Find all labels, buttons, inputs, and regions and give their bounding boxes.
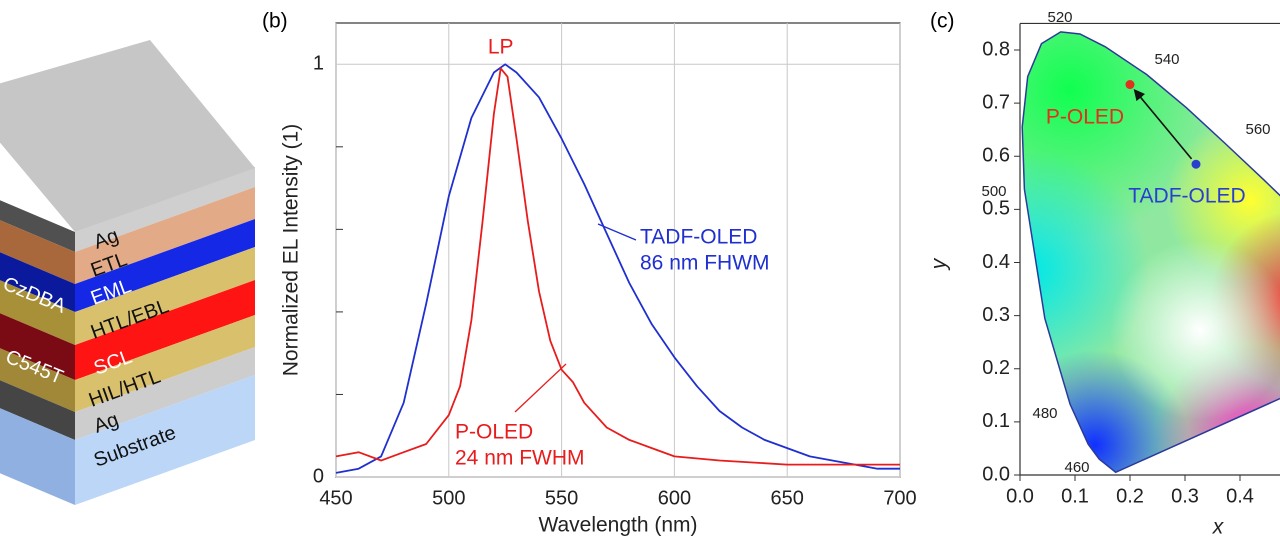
layer-left-face — [0, 252, 75, 312]
locus-label: 460 — [1064, 459, 1089, 476]
point-label: TADF-OLED — [1128, 185, 1245, 208]
plot-frame — [335, 22, 901, 478]
layer-left-face — [0, 380, 75, 440]
fwhm-label: 86 nm FHWM — [640, 252, 770, 275]
y-tick-label: 0.1 — [982, 410, 1010, 432]
peak-label: LP — [488, 36, 514, 59]
layer-right-face — [75, 315, 255, 412]
series-label: P-OLED — [455, 421, 533, 444]
layer-left-face — [0, 313, 75, 380]
x-tick-label: 550 — [545, 487, 578, 509]
y-tick-label: 0.0 — [982, 463, 1010, 485]
x-tick-label: 0.3 — [1171, 485, 1199, 507]
locus-label: 480 — [1032, 405, 1057, 422]
point-label: P-OLED — [1046, 106, 1124, 129]
fwhm-label: 24 nm FWHM — [455, 447, 585, 470]
layer-right-face — [75, 347, 255, 440]
x-tick-label: 600 — [658, 487, 691, 509]
layer-left-face — [0, 348, 75, 412]
layer-right-face — [75, 219, 255, 312]
locus-label: 500 — [981, 183, 1006, 200]
layer-left-face — [0, 220, 75, 284]
x-tick-label: 0.1 — [1061, 485, 1089, 507]
layer-right-face — [75, 247, 255, 345]
locus-label: 520 — [1047, 9, 1072, 26]
y-tick-label: 0.4 — [982, 251, 1010, 273]
x-axis-title: Wavelength (nm) — [538, 514, 697, 537]
x-tick-label: 700 — [883, 487, 916, 509]
layer-left-face — [0, 280, 75, 345]
y-axis-title: Normalized EL Intensity (1) — [280, 124, 303, 376]
color-point — [1191, 159, 1201, 169]
panel-label: (b) — [262, 10, 288, 33]
x-tick-label: 500 — [432, 487, 465, 509]
locus-label: 560 — [1245, 121, 1270, 138]
locus-label: 540 — [1154, 51, 1179, 68]
y-tick-label: 0.7 — [982, 91, 1010, 113]
y-tick-label: 0.2 — [982, 357, 1010, 379]
top-face — [0, 40, 255, 232]
x-tick-label: 0.4 — [1226, 485, 1254, 507]
x-axis-title: x — [1212, 516, 1225, 539]
panel-label: (c) — [930, 10, 955, 33]
y-tick-label: 0.5 — [982, 198, 1010, 220]
x-tick-label: 450 — [319, 487, 352, 509]
layer-right-face — [75, 375, 255, 505]
x-tick-label: 0.2 — [1116, 485, 1144, 507]
layer-right-face — [75, 167, 255, 252]
y-axis-title: y — [928, 257, 951, 271]
series-label: TADF-OLED — [640, 226, 757, 249]
layer-left-face — [0, 408, 75, 505]
leader-line — [597, 223, 637, 241]
layer-left-face — [0, 200, 75, 252]
y-tick-label: 0.6 — [982, 145, 1010, 167]
shift-arrow — [1133, 88, 1193, 160]
layer-right-face — [75, 187, 255, 284]
x-tick-label: 650 — [771, 487, 804, 509]
layer-stack: AgETLEMLHTL/EBLSCLHIL/HTLAgSubstrateCzDB… — [0, 40, 255, 505]
x-tick-label: 0.0 — [1006, 485, 1034, 507]
y-tick-label: 0.8 — [982, 38, 1010, 60]
y-tick-label: 0 — [313, 465, 324, 487]
series-line — [335, 63, 900, 474]
layer-right-face — [75, 280, 255, 380]
y-tick-label: 0.3 — [982, 304, 1010, 326]
cie-gamut — [1022, 31, 1280, 473]
series-line — [335, 67, 900, 466]
spectral-locus — [1021, 31, 1280, 474]
color-point — [1125, 80, 1135, 90]
y-tick-label: 1 — [313, 53, 324, 75]
leader-line — [514, 363, 567, 413]
